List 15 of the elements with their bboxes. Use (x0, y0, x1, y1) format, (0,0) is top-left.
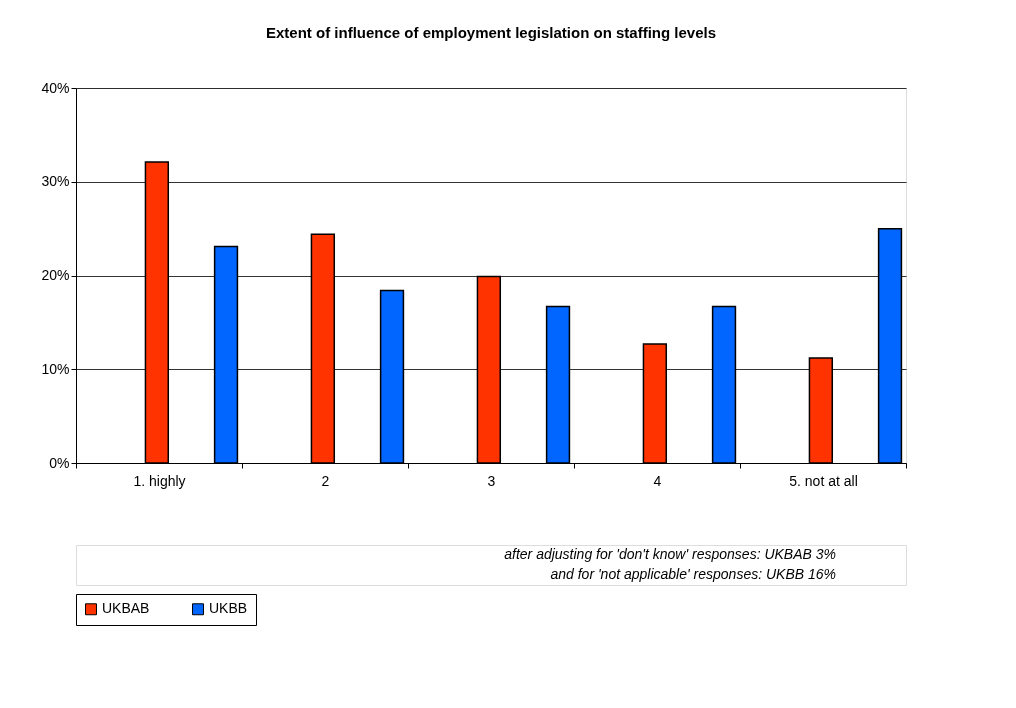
chart-title: Extent of influence of employment legislation on staffing levels (265, 24, 717, 41)
y-tick-label: 40% (41, 79, 70, 96)
x-tick-label: 1. highly (133, 472, 186, 489)
x-tick-label: 2 (321, 472, 330, 489)
y-tick-label: 0% (49, 454, 70, 471)
text: after adjusting for 'don't know' responses: UKBAB 3% (504, 546, 836, 562)
x-tick-label: 4 (653, 472, 662, 489)
legend-label: UKBAB (102, 600, 150, 617)
text: and for 'not applicable' responses: UKBB 16% (550, 566, 836, 582)
x-tick-label: 5. not at all (789, 472, 858, 489)
x-tick-label: 3 (487, 472, 496, 489)
y-tick-label: 20% (41, 267, 70, 283)
y-tick-label: 30% (41, 173, 70, 190)
y-tick-label: 10% (41, 360, 70, 377)
legend-label: UKBB (209, 600, 248, 617)
